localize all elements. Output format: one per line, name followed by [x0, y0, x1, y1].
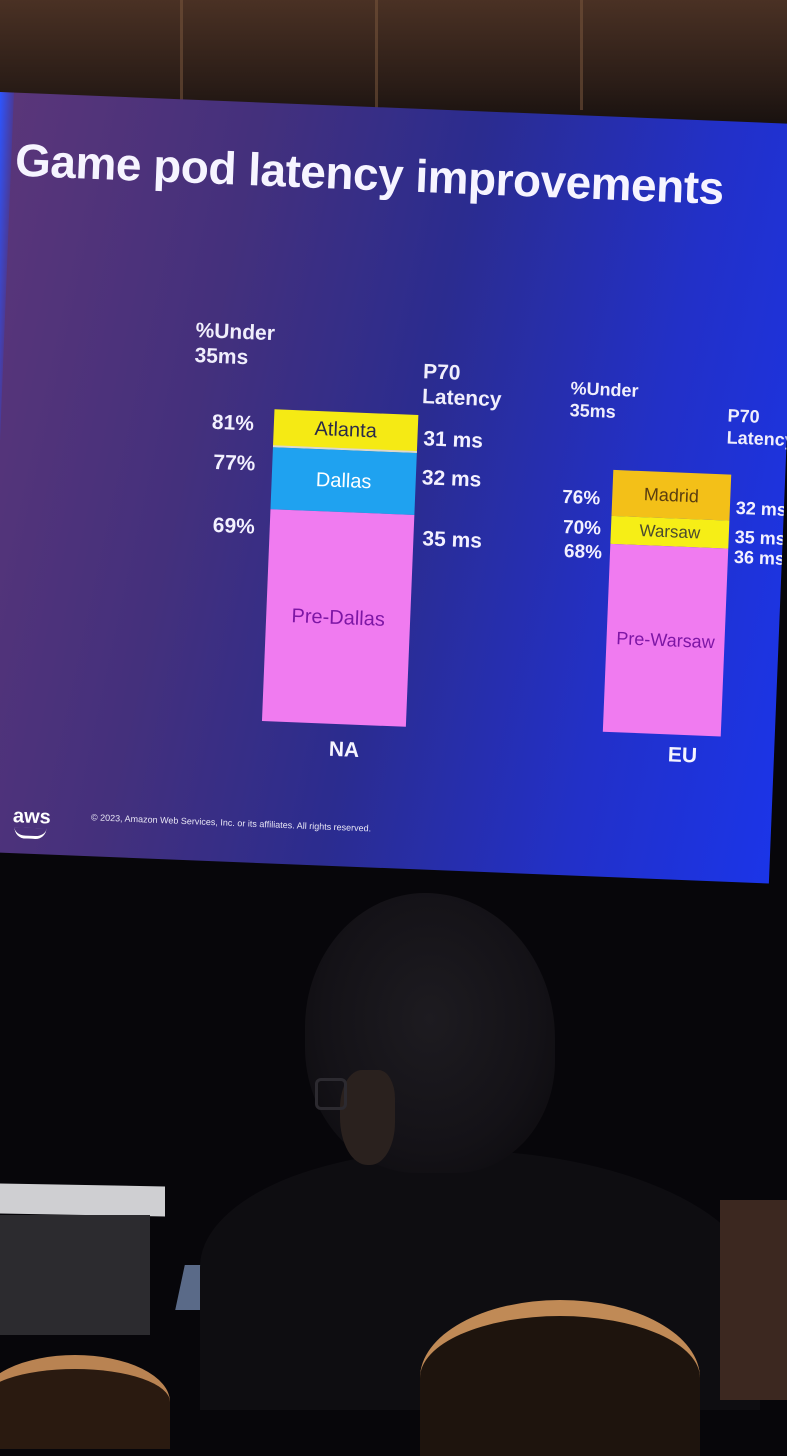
eu-warsaw-pct: 70% [562, 516, 602, 540]
chair-back-right [420, 1300, 700, 1456]
na-pre-dallas-segment: Pre-Dallas [261, 509, 415, 727]
na-atlanta-pct: 81% [211, 410, 255, 436]
eu-pre-warsaw-pct: 68% [563, 541, 603, 564]
slide-title: Game pod latency improvements [14, 133, 725, 215]
eu-madrid-pct: 76% [561, 486, 601, 510]
copyright-notice: © 2023, Amazon Web Services, Inc. or its… [90, 812, 372, 834]
na-dallas-latency: 32 ms [421, 466, 482, 492]
aws-logo: aws [12, 805, 52, 829]
na-latency-header: P70 Latency [421, 360, 502, 412]
na-pre-dallas-latency: 35 ms [421, 527, 483, 553]
na-atlanta-latency: 31 ms [422, 427, 484, 453]
na-atlanta-segment: Atlanta [272, 409, 419, 454]
eu-latency-header: P70 Latency [726, 405, 787, 451]
wall-panel [375, 0, 378, 110]
na-dallas-pct: 77% [212, 450, 256, 476]
wall-panel [180, 0, 183, 110]
floor [720, 1200, 787, 1400]
aws-smile-icon [14, 827, 47, 840]
eu-stacked-bar: Madrid Warsaw Pre-Warsaw [602, 469, 732, 737]
eu-under-header: %Under 35ms [569, 378, 639, 422]
glasses-icon [315, 1078, 347, 1110]
projector-screen: Game pod latency improvements %Under 35m… [0, 92, 787, 884]
wall-panel [580, 0, 583, 110]
audience-member-ear [340, 1070, 395, 1165]
table-base [0, 1215, 150, 1335]
na-dallas-segment: Dallas [270, 447, 417, 515]
table-top [0, 1183, 165, 1217]
screen-edge [0, 92, 14, 852]
na-stacked-bar: Atlanta Dallas Pre-Dallas [261, 409, 419, 727]
na-pre-dallas-pct: 69% [212, 513, 256, 539]
eu-region-label: EU [667, 743, 698, 768]
eu-pre-warsaw-segment: Pre-Warsaw [602, 543, 729, 737]
eu-madrid-segment: Madrid [611, 469, 732, 521]
na-under-header: %Under 35ms [194, 319, 276, 370]
chair-back-left [0, 1355, 170, 1449]
eu-pre-warsaw-latency: 36 ms [733, 546, 786, 569]
eu-madrid-latency: 32 ms [735, 497, 787, 520]
na-region-label: NA [328, 737, 360, 762]
